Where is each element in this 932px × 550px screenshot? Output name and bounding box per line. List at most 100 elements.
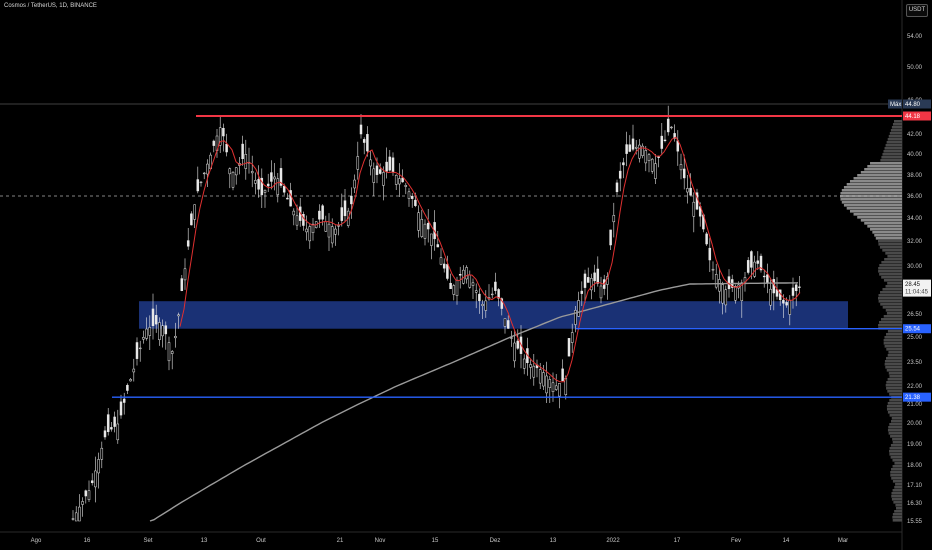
candle-body xyxy=(650,158,654,172)
candle-body xyxy=(318,210,321,220)
candle-body xyxy=(289,190,292,207)
support-zone[interactable] xyxy=(139,301,848,329)
candle-body xyxy=(449,282,452,289)
candle-body xyxy=(199,181,203,184)
volume-profile-bar xyxy=(892,123,902,126)
candle-body xyxy=(334,228,337,235)
candle-body xyxy=(142,337,145,340)
volume-profile-bar xyxy=(892,438,902,441)
moving-average-long xyxy=(149,282,799,522)
candle-body xyxy=(330,226,334,244)
candle-body xyxy=(167,342,171,362)
volume-profile-bar xyxy=(878,324,902,327)
volume-profile-bar xyxy=(892,465,902,468)
volume-profile-bar xyxy=(881,156,902,159)
candle-body xyxy=(593,272,596,282)
volume-profile-bar xyxy=(864,168,902,171)
candle-body xyxy=(529,364,532,368)
volume-profile-bar xyxy=(867,225,902,228)
candle-body xyxy=(446,264,449,279)
candle-body xyxy=(516,340,520,349)
volume-profile-bar xyxy=(890,474,902,477)
candle-body xyxy=(439,257,443,265)
y-axis-tick-label: 26.50 xyxy=(907,312,923,318)
candle-body xyxy=(119,401,123,416)
y-axis-tick-label: 38.00 xyxy=(907,173,923,179)
volume-profile-bar xyxy=(889,447,902,450)
candle-body xyxy=(490,293,494,296)
candle-body xyxy=(353,179,356,189)
candle-body xyxy=(158,322,161,340)
candle-body xyxy=(679,164,683,171)
candle-body xyxy=(340,207,344,221)
volume-profile-bar xyxy=(885,252,902,255)
volume-profile-bar xyxy=(887,402,902,405)
volume-profile-bar xyxy=(890,456,902,459)
candle-body xyxy=(394,174,398,185)
volume-profile-bar xyxy=(884,147,902,150)
y-axis-tick-label: 22.00 xyxy=(907,384,923,390)
currency-button[interactable]: USDT xyxy=(906,4,928,17)
y-axis-tick-label: 21.00 xyxy=(907,402,923,408)
candle-body xyxy=(244,154,248,169)
volume-profile-bar xyxy=(870,228,902,231)
volume-profile-bar xyxy=(878,243,902,246)
candle-body xyxy=(94,470,97,488)
candle-body xyxy=(638,144,641,159)
candle-body xyxy=(106,414,110,432)
candle-body xyxy=(599,285,603,299)
candle-body xyxy=(270,172,273,182)
volume-profile-bar xyxy=(880,159,902,162)
candle-body xyxy=(206,163,209,175)
candle-body xyxy=(718,279,721,292)
volume-profile-bar xyxy=(888,432,902,435)
candle-body xyxy=(631,138,635,150)
candle-body xyxy=(426,222,430,230)
candle-body xyxy=(513,342,516,362)
x-axis-tick-label: Dez xyxy=(490,538,501,544)
volume-profile-bar xyxy=(889,375,902,378)
volume-profile-bar xyxy=(892,513,902,516)
candle-body xyxy=(97,459,100,474)
candle-body xyxy=(110,427,113,430)
candle-body xyxy=(561,368,564,381)
x-axis-tick-label: 13 xyxy=(550,538,557,544)
candle-body xyxy=(580,290,584,294)
volume-profile-bar xyxy=(878,267,902,270)
candle-body xyxy=(628,144,632,152)
candle-body xyxy=(311,223,315,234)
volume-profile-bar xyxy=(895,507,902,510)
candle-body xyxy=(282,185,286,193)
y-axis-tick-label: 18.00 xyxy=(907,463,923,469)
volume-profile-bar xyxy=(870,162,902,165)
candle-body xyxy=(186,240,190,247)
y-axis-tick-label: 50.00 xyxy=(907,65,923,71)
candle-body xyxy=(423,223,427,239)
candle-body xyxy=(177,314,180,317)
x-axis-tick-label: 14 xyxy=(783,538,790,544)
volume-profile-bar xyxy=(887,390,902,393)
volume-profile-bar xyxy=(887,138,902,141)
candle-body xyxy=(506,320,510,329)
candle-body xyxy=(759,255,763,271)
volume-profile-bar xyxy=(879,321,902,324)
volume-profile-bar xyxy=(890,435,902,438)
candle-body xyxy=(551,382,555,392)
candle-body xyxy=(324,221,328,232)
x-axis-tick-label: 16 xyxy=(84,538,91,544)
candle-body xyxy=(577,300,580,317)
candle-body xyxy=(372,168,376,183)
volume-profile-bar xyxy=(892,441,902,444)
volume-profile-bar xyxy=(890,420,902,423)
y-axis-tick-label: 54.00 xyxy=(907,34,923,40)
resistance-price-tag: 44.18 xyxy=(905,114,921,120)
volume-profile-bar xyxy=(880,291,902,294)
candle-body xyxy=(689,187,692,196)
candle-body xyxy=(129,379,132,382)
candle-body xyxy=(727,276,731,290)
volume-profile-bar xyxy=(841,201,902,204)
candle-body xyxy=(391,157,395,173)
candle-body xyxy=(362,139,366,143)
